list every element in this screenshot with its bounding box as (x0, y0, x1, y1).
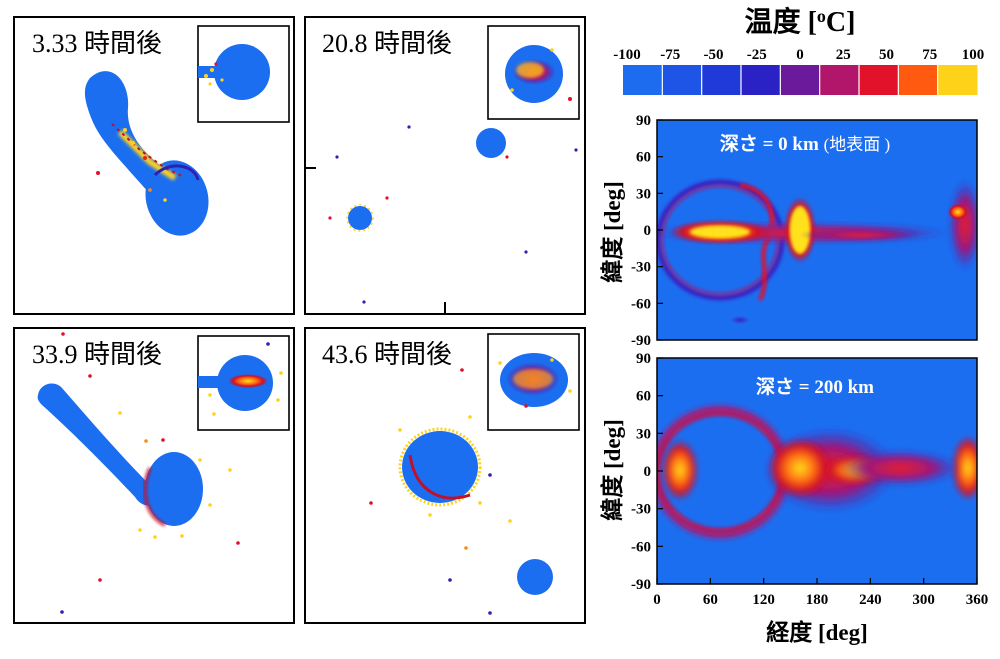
heatmap-surface-field (657, 179, 977, 324)
colorbar-tick-label: -25 (747, 47, 767, 63)
snapshot-panel-4: 43.6 時間後 (304, 327, 586, 624)
panel-2-time-label: 20.8 時間後 (322, 29, 452, 58)
xtick-label: 180 (806, 592, 829, 608)
panel-1-time-label: 3.33 時間後 (32, 29, 162, 58)
colorbar-swatch-5 (819, 65, 860, 95)
colorbar-swatches (623, 65, 978, 95)
panel-3-inset (197, 335, 290, 431)
colorbar-tick-labels: -100 -75 -50 -25 0 25 50 75 100 (613, 47, 984, 63)
panel-3-debris (60, 332, 240, 614)
colorbar-swatch-8 (937, 65, 978, 95)
snapshot-panel-3: 33.9 時間後 (13, 327, 295, 624)
heatmap-200km-xticks: 0 60 120 180 240 300 360 (653, 578, 988, 608)
heatmap-200km-field (657, 406, 977, 538)
heatmap-200km-title: 深さ = 200 km (756, 375, 874, 398)
heatmap-200km-xlabel: 経度 [deg] (766, 619, 868, 645)
panel-2-bodies (346, 128, 506, 232)
heatmap-200km-yticks: 90 60 30 0 -30 -60 -90 (631, 351, 663, 593)
panel-2-debris (328, 125, 578, 304)
ytick-label: -90 (631, 577, 651, 593)
colorbar-swatch-6 (859, 65, 899, 95)
xtick-label: 240 (859, 592, 882, 608)
colorbar-swatch-1 (662, 65, 703, 95)
ytick-label: 0 (644, 223, 652, 239)
panel-1-debris (96, 128, 167, 202)
colorbar-tick-label: -50 (704, 47, 724, 63)
colorbar-swatch-2 (701, 65, 742, 95)
ytick-label: -30 (631, 502, 651, 518)
colorbar-tick-label: 75 (922, 47, 937, 63)
snapshot-panel-1: 3.33 時間後 (13, 16, 295, 315)
heatmap-surface-yticks: 90 60 30 0 -30 -60 -90 (631, 113, 663, 349)
heatmap-surface: 深さ = 0 km (地表面 ) 90 60 30 0 -30 -60 -90 緯度 [de… (599, 113, 978, 349)
colorbar: 温度 [oC] -100 -75 -50 -25 0 25 50 75 100 (613, 6, 984, 95)
colorbar-title: 温度 [oC] (745, 6, 856, 38)
colorbar-swatch-0 (623, 65, 663, 95)
ytick-label: -90 (631, 333, 651, 349)
ytick-label: 60 (636, 150, 651, 166)
ytick-label: 90 (636, 351, 651, 367)
colorbar-tick-label: 0 (796, 47, 804, 63)
colorbar-swatch-4 (780, 65, 821, 95)
ytick-label: 90 (636, 113, 651, 129)
xtick-label: 0 (653, 592, 661, 608)
colorbar-tick-label: 50 (879, 47, 894, 63)
xtick-label: 120 (752, 592, 775, 608)
xtick-label: 60 (703, 592, 718, 608)
heatmap-surface-ylabel: 緯度 [deg] (599, 181, 625, 283)
ytick-label: -30 (631, 260, 651, 276)
colorbar-tick-label: 25 (836, 47, 851, 63)
panel-4-inset (487, 333, 580, 431)
panel-2-inset (487, 25, 580, 120)
ytick-label: 60 (636, 389, 651, 405)
ytick-label: -60 (631, 539, 651, 555)
heatmap-surface-title: 深さ = 0 km (地表面 ) (720, 132, 890, 155)
colorbar-tick-label: -75 (660, 47, 680, 63)
panel-1-inset (197, 25, 290, 123)
ytick-label: 30 (636, 426, 651, 442)
panel-4-time-label: 43.6 時間後 (322, 340, 452, 369)
snapshot-panel-2: 20.8 時間後 (304, 16, 586, 315)
ytick-label: 0 (644, 464, 652, 480)
colorbar-tick-label: -100 (613, 47, 641, 63)
panel-4-bodies (398, 427, 553, 595)
panel-3-time-label: 33.9 時間後 (32, 340, 162, 369)
xtick-label: 300 (912, 592, 935, 608)
ytick-label: 30 (636, 186, 651, 202)
colorbar-tick-label: 100 (962, 47, 985, 63)
colorbar-swatch-7 (898, 65, 939, 95)
colorbar-swatch-3 (741, 65, 781, 95)
ytick-label: -60 (631, 296, 651, 312)
heatmap-200km-ylabel: 緯度 [deg] (599, 419, 625, 521)
panel-4-debris (369, 368, 512, 615)
panel-3-bodies (37, 383, 203, 527)
xtick-label: 360 (966, 592, 989, 608)
panel-1-bodies (84, 71, 209, 236)
